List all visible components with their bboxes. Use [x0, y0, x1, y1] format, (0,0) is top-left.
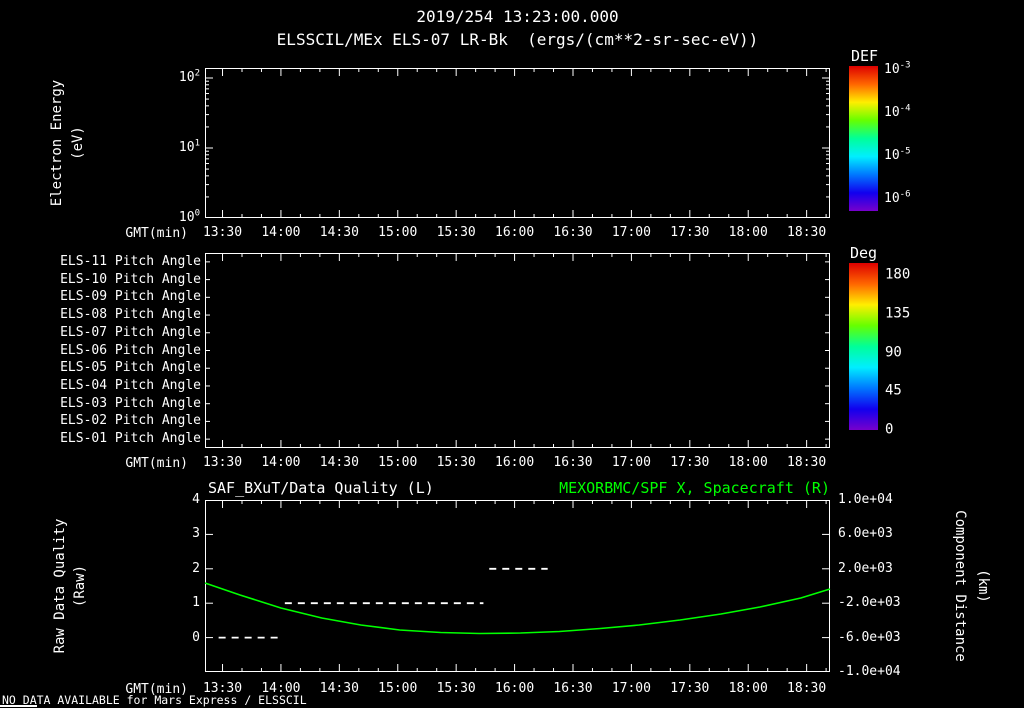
def-colorbar-tick: 10-5	[884, 146, 911, 163]
els-row-label: ELS-05 Pitch Angle	[60, 360, 201, 376]
time-tick: 15:30	[436, 680, 476, 696]
els-row-label: ELS-01 Pitch Angle	[60, 430, 201, 446]
quality-ytick: 0	[192, 629, 200, 645]
els-row-label: ELS-07 Pitch Angle	[60, 324, 201, 340]
time-tick: 16:30	[553, 224, 593, 240]
time-tick: 18:30	[787, 680, 827, 696]
quality-ytick: 4	[192, 491, 200, 507]
distance-ytick: 2.0e+03	[838, 560, 893, 576]
deg-colorbar	[849, 263, 878, 430]
els-row-label: ELS-11 Pitch Angle	[60, 253, 201, 269]
distance-ytick: 6.0e+03	[838, 526, 893, 542]
deg-colorbar-tick: 90	[885, 343, 902, 360]
header-datetime: 2019/254 13:23:00.000	[416, 7, 619, 26]
quality-axis-unit-label: (Raw)	[72, 564, 88, 608]
quality-ytick: 1	[192, 595, 200, 611]
pitch-angle-panel[interactable]	[205, 253, 830, 448]
time-tick: 13:30	[202, 680, 243, 696]
energy-axis-unit-label: (eV)	[70, 126, 86, 160]
energy-ytick: 101	[178, 138, 200, 155]
time-tick: 15:00	[378, 224, 418, 240]
gmt-label-pitch: GMT(min)	[125, 456, 188, 471]
deg-colorbar-tick: 135	[885, 305, 911, 322]
deg-colorbar-tick: 0	[885, 421, 894, 438]
time-tick: 17:30	[670, 454, 710, 470]
els-row-label: ELS-03 Pitch Angle	[60, 395, 201, 411]
header-title: ELSSCIL/MEx ELS-07 LR-Bk (ergs/(cm**2-sr…	[276, 30, 759, 49]
els-row-label: ELS-09 Pitch Angle	[60, 289, 201, 305]
time-tick: 14:30	[319, 680, 359, 696]
els-row-label: ELS-10 Pitch Angle	[60, 271, 201, 287]
els-row-label: ELS-02 Pitch Angle	[60, 413, 201, 429]
energy-axis-label: Electron Energy	[49, 79, 65, 207]
time-tick: 14:00	[261, 224, 301, 240]
deg-colorbar-tick: 180	[885, 266, 911, 283]
time-tick: 18:30	[787, 454, 827, 470]
def-colorbar-tick: 10-4	[884, 103, 911, 120]
quality-ytick: 3	[192, 526, 200, 542]
time-tick: 16:00	[495, 224, 535, 240]
deg-colorbar-title: Deg	[850, 244, 878, 262]
quality-title-left: SAF_BXuT/Data Quality (L)	[208, 479, 434, 497]
time-tick: 14:30	[319, 454, 359, 470]
time-tick: 16:30	[553, 454, 593, 470]
els-row-label: ELS-04 Pitch Angle	[60, 377, 201, 393]
def-colorbar-tick: 10-6	[884, 189, 911, 206]
quality-title-right: MEXORBMC/SPF X, Spacecraft (R)	[559, 479, 830, 497]
time-tick: 16:00	[495, 454, 535, 470]
time-tick: 13:30	[202, 224, 243, 240]
time-tick: 18:00	[728, 454, 768, 470]
distance-ytick: 1.0e+04	[838, 491, 893, 507]
time-tick: 15:30	[436, 454, 476, 470]
def-colorbar-title: DEF	[851, 47, 879, 65]
energy-ytick: 102	[178, 68, 200, 85]
time-tick: 14:30	[319, 224, 359, 240]
time-tick: 17:00	[611, 680, 651, 696]
distance-ytick: -1.0e+04	[838, 663, 901, 679]
distance-ytick: -6.0e+03	[838, 629, 901, 645]
time-tick: 18:00	[728, 680, 768, 696]
time-tick: 16:30	[553, 680, 593, 696]
time-tick: 18:00	[728, 224, 768, 240]
deg-colorbar-tick: 45	[885, 382, 902, 399]
time-tick: 15:30	[436, 224, 476, 240]
els-row-label: ELS-08 Pitch Angle	[60, 306, 201, 322]
def-colorbar-tick: 10-3	[884, 60, 911, 77]
time-tick: 15:00	[378, 454, 418, 470]
gmt-label-quality: GMT(min)	[125, 682, 188, 697]
bottom-edge-line	[0, 705, 37, 707]
distance-ytick: -2.0e+03	[838, 595, 901, 611]
time-tick: 13:30	[202, 454, 243, 470]
time-tick: 15:00	[378, 680, 418, 696]
no-data-status: NO DATA AVAILABLE for Mars Express / ELS…	[2, 693, 307, 707]
quality-axis-label: Raw Data Quality	[52, 518, 68, 654]
def-colorbar	[849, 66, 878, 211]
energy-spectrogram-panel[interactable]	[205, 68, 830, 218]
time-tick: 18:30	[787, 224, 827, 240]
time-tick: 14:00	[261, 454, 301, 470]
time-tick: 17:00	[611, 224, 651, 240]
time-tick: 17:00	[611, 454, 651, 470]
energy-ytick: 100	[178, 208, 200, 225]
time-tick: 17:30	[670, 680, 710, 696]
gmt-label-energy: GMT(min)	[125, 226, 188, 241]
time-tick: 16:00	[495, 680, 535, 696]
distance-axis-unit-label: (km)	[975, 569, 991, 603]
time-tick: 14:00	[261, 680, 301, 696]
quality-ytick: 2	[192, 560, 200, 576]
els-row-label: ELS-06 Pitch Angle	[60, 342, 201, 358]
time-tick: 17:30	[670, 224, 710, 240]
distance-axis-label: Component Distance	[952, 510, 968, 662]
quality-distance-panel[interactable]	[204, 500, 831, 672]
